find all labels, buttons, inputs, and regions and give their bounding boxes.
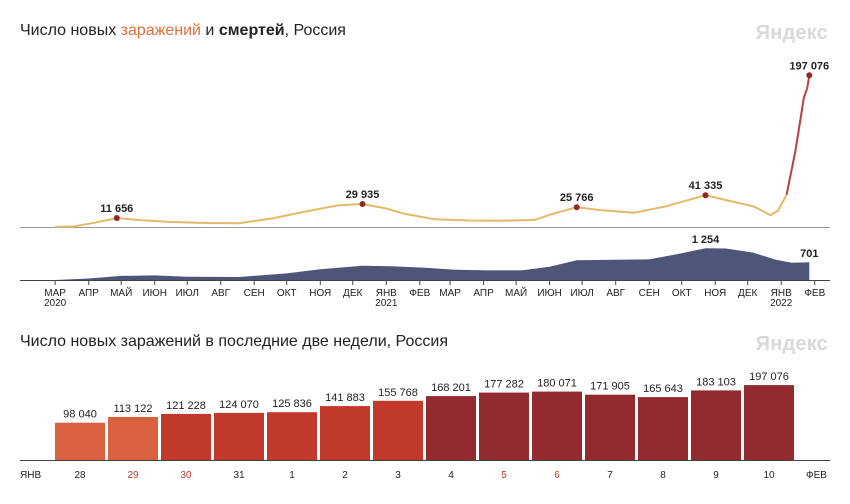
x-tick-label: ФЕВ [804, 288, 825, 299]
deaths-area [55, 248, 810, 280]
x-tick-label: СЕН [244, 288, 265, 299]
bar [479, 392, 529, 460]
title-part-1: Число новых [20, 22, 121, 39]
peak-marker [702, 192, 709, 199]
day-label: 31 [233, 470, 245, 481]
day-label: 6 [554, 470, 560, 481]
day-label: 28 [74, 470, 86, 481]
x-tick-label: ДЕК [343, 288, 362, 299]
x-tick-label: АВГ [211, 288, 230, 299]
x-tick-label: ЯНВ [771, 288, 792, 299]
title-part-3: , Россия [284, 22, 346, 39]
x-tick-label: ИЮЛ [175, 288, 198, 299]
x-tick-label: ОКТ [672, 288, 692, 299]
bar-value-label: 180 071 [537, 378, 577, 390]
x-tick-label: ДЕК [738, 288, 757, 299]
x-tick-label: НОЯ [704, 288, 726, 299]
annotation-label: 1 254 [692, 234, 720, 246]
day-label: 5 [501, 470, 507, 481]
day-label: 9 [713, 470, 719, 481]
day-label: 7 [607, 470, 613, 481]
bar [426, 396, 476, 460]
annotation-label: 197 076 [789, 60, 829, 72]
x-tick-label: НОЯ [309, 288, 331, 299]
bar-value-label: 141 883 [325, 392, 365, 404]
peak-marker [573, 204, 580, 211]
x-tick-label: МАР [439, 288, 461, 299]
day-label: 3 [395, 470, 401, 481]
x-tick-label: АПР [78, 288, 99, 299]
annotation-label: 29 935 [346, 189, 380, 201]
title-infections-word: заражений [120, 22, 201, 39]
x-tick-label: ИЮН [142, 288, 167, 299]
chart-title-bottom: Число новых заражений в последние две не… [20, 333, 448, 350]
bar [214, 412, 264, 460]
day-label: 4 [448, 470, 454, 481]
yandex-logo-bottom: Яндекс [755, 333, 828, 355]
peak-marker [806, 72, 813, 79]
bar [638, 397, 688, 460]
bar [161, 413, 211, 460]
annotation-label: 25 766 [560, 192, 594, 204]
month-label-start: ЯНВ [20, 470, 41, 481]
bar [744, 385, 794, 460]
infections-line-recent [785, 75, 811, 195]
annotation-label: 41 335 [689, 180, 723, 192]
x-tick-label: АПР [473, 288, 494, 299]
x-tick-year: 2022 [770, 298, 793, 309]
bar-value-label: 197 076 [749, 371, 789, 383]
annotation-label: 701 [800, 248, 818, 260]
bar-value-label: 183 103 [696, 376, 736, 388]
bar [691, 390, 741, 460]
title-part-2: и [200, 22, 219, 39]
x-tick-label: ЯНВ [376, 288, 397, 299]
day-label: 30 [180, 470, 192, 481]
yandex-logo-top: Яндекс [755, 22, 828, 44]
x-tick-label: ФЕВ [409, 288, 430, 299]
bar [55, 422, 105, 460]
annotation-label: 11 656 [100, 203, 133, 215]
x-tick-label: СЕН [639, 288, 660, 299]
infections-line [55, 194, 788, 228]
bar [532, 391, 582, 460]
bar-value-label: 168 201 [431, 382, 471, 394]
bar [267, 412, 317, 460]
bar-value-label: 125 836 [272, 398, 312, 410]
bar-value-label: 124 070 [219, 399, 259, 411]
bar [373, 400, 423, 460]
bar [320, 406, 370, 460]
x-tick-label: МАЙ [110, 286, 132, 299]
day-label: 8 [660, 470, 666, 481]
infections-deaths-chart: 11 656 29 935 25 766 41 335 197 076 1 254 701 М… [20, 60, 830, 309]
peak-marker [359, 201, 366, 207]
day-label: 29 [127, 470, 139, 481]
bar-value-label: 113 122 [114, 403, 153, 415]
x-tick-label: АВГ [606, 288, 625, 299]
day-label: 10 [763, 470, 775, 481]
x-tick-year: 2021 [375, 298, 398, 309]
x-tick-label: ИЮН [537, 288, 562, 299]
x-tick-label: ОКТ [277, 288, 297, 299]
bar-value-label: 98 040 [63, 409, 97, 421]
bar-value-label: 177 282 [484, 379, 524, 391]
x-tick-label: МАР [44, 288, 66, 299]
title-deaths-word: смертей [218, 22, 285, 39]
day-label: 1 [289, 470, 295, 481]
peak-marker [113, 215, 120, 221]
x-tick-year: 2020 [44, 298, 67, 309]
month-label-end: ФЕВ [806, 470, 827, 481]
bar-value-label: 155 768 [378, 387, 418, 399]
x-tick-label: ИЮЛ [570, 288, 593, 299]
bar [585, 394, 635, 460]
x-tick-label: МАЙ [505, 286, 527, 299]
bar-value-label: 171 905 [590, 381, 630, 393]
bar-value-label: 165 643 [643, 383, 683, 395]
day-label: 2 [342, 470, 348, 481]
bar-value-label: 121 228 [166, 400, 206, 412]
chart-title-top: Число новых заражений и смертей, Россия [20, 22, 346, 40]
bar [108, 417, 158, 460]
